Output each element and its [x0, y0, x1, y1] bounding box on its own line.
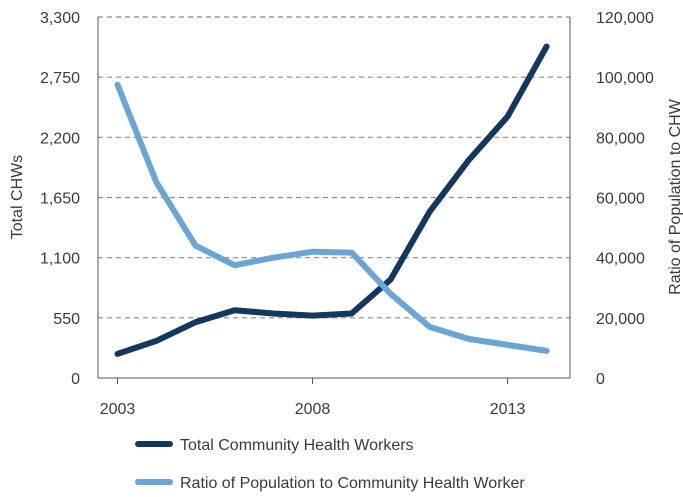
right-y-tick-label: 40,000: [596, 251, 645, 268]
right-y-tick-label: 0: [596, 371, 605, 388]
left-y-tick-label: 2,200: [40, 130, 80, 147]
series-lines: [114, 43, 550, 357]
legend: Total Community Health Workers Ratio of …: [135, 437, 525, 492]
right-y-tick-label: 100,000: [596, 70, 654, 87]
left-axis-title: Total CHWs: [9, 155, 26, 239]
grid-lines: [98, 16, 570, 319]
left-y-tick-labels: 0 550 1,100 1,650 2,200 2,750 3,300: [40, 10, 80, 388]
left-y-tick-label: 1,650: [40, 191, 80, 208]
legend-label-total-chws: Total Community Health Workers: [180, 437, 414, 454]
legend-label-ratio: Ratio of Population to Community Health …: [180, 475, 525, 492]
right-y-tick-label: 120,000: [596, 10, 654, 27]
left-y-tick-label: 0: [71, 371, 80, 388]
left-y-tick-label: 550: [53, 311, 80, 328]
series-line-total-chws: [114, 43, 550, 357]
left-y-tick-label: 2,750: [40, 70, 80, 87]
left-y-tick-label: 3,300: [40, 10, 80, 27]
right-y-tick-labels: 0 20,000 40,000 60,000 80,000 100,000 120,000: [596, 10, 654, 388]
x-tick-label: 2003: [100, 401, 136, 418]
x-tick-label: 2008: [295, 401, 331, 418]
right-axis-title: Ratio of Population to CHW: [667, 98, 683, 295]
right-y-tick-label: 20,000: [596, 311, 645, 328]
right-y-tick-label: 60,000: [596, 191, 645, 208]
right-y-tick-label: 80,000: [596, 130, 645, 147]
x-tick-label: 2013: [490, 401, 526, 418]
series-line-ratio: [114, 81, 550, 354]
axes: [97, 17, 571, 379]
x-tick-labels: 2003 2008 2013: [100, 378, 526, 418]
left-y-tick-label: 1,100: [40, 251, 80, 268]
